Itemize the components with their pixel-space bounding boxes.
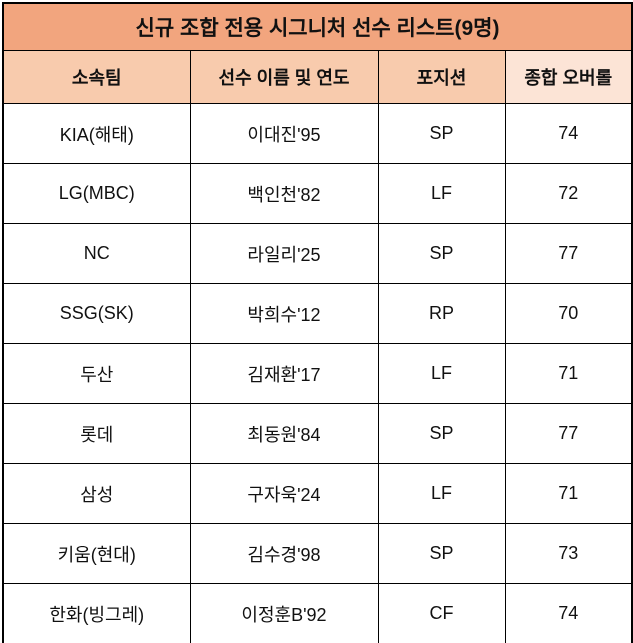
column-header-team: 소속팀 bbox=[2, 50, 191, 104]
cell-team: SSG(SK) bbox=[2, 283, 191, 344]
cell-team: KIA(해태) bbox=[2, 103, 191, 164]
table-row: 키움(현대) 김수경'98 SP 73 bbox=[2, 523, 633, 584]
cell-player: 이대진'95 bbox=[189, 103, 379, 164]
table-row: 한화(빙그레) 이정훈B'92 CF 74 bbox=[2, 583, 633, 643]
cell-position: SP bbox=[377, 523, 506, 584]
cell-player: 김재환'17 bbox=[189, 343, 379, 404]
cell-overall: 71 bbox=[504, 343, 633, 404]
cell-team: 한화(빙그레) bbox=[2, 583, 191, 643]
cell-position: LF bbox=[377, 163, 506, 224]
column-header-overall: 종합 오버롤 bbox=[504, 50, 633, 104]
cell-overall: 70 bbox=[504, 283, 633, 344]
cell-team: 롯데 bbox=[2, 403, 191, 464]
table-header-row: 소속팀 선수 이름 및 연도 포지션 종합 오버롤 bbox=[2, 50, 633, 104]
cell-overall: 74 bbox=[504, 103, 633, 164]
cell-overall: 72 bbox=[504, 163, 633, 224]
column-header-position: 포지션 bbox=[377, 50, 506, 104]
table-row: KIA(해태) 이대진'95 SP 74 bbox=[2, 103, 633, 164]
cell-team: LG(MBC) bbox=[2, 163, 191, 224]
cell-overall: 74 bbox=[504, 583, 633, 643]
cell-player: 이정훈B'92 bbox=[189, 583, 379, 643]
table-row: 삼성 구자욱'24 LF 71 bbox=[2, 463, 633, 524]
cell-player: 최동원'84 bbox=[189, 403, 379, 464]
cell-position: LF bbox=[377, 343, 506, 404]
column-header-player-name-year: 선수 이름 및 연도 bbox=[189, 50, 379, 104]
cell-player: 라일리'25 bbox=[189, 223, 379, 284]
table-row: SSG(SK) 박희수'12 RP 70 bbox=[2, 283, 633, 344]
cell-team: NC bbox=[2, 223, 191, 284]
cell-team: 삼성 bbox=[2, 463, 191, 524]
cell-overall: 71 bbox=[504, 463, 633, 524]
cell-position: SP bbox=[377, 103, 506, 164]
cell-player: 김수경'98 bbox=[189, 523, 379, 584]
cell-overall: 73 bbox=[504, 523, 633, 584]
cell-position: RP bbox=[377, 283, 506, 344]
cell-position: LF bbox=[377, 463, 506, 524]
cell-player: 박희수'12 bbox=[189, 283, 379, 344]
table-row: 롯데 최동원'84 SP 77 bbox=[2, 403, 633, 464]
cell-team: 키움(현대) bbox=[2, 523, 191, 584]
cell-overall: 77 bbox=[504, 223, 633, 284]
cell-position: SP bbox=[377, 223, 506, 284]
cell-position: SP bbox=[377, 403, 506, 464]
table-title: 신규 조합 전용 시그니처 선수 리스트(9명) bbox=[2, 2, 633, 51]
table-title-row: 신규 조합 전용 시그니처 선수 리스트(9명) bbox=[2, 2, 633, 51]
cell-team: 두산 bbox=[2, 343, 191, 404]
table-row: NC 라일리'25 SP 77 bbox=[2, 223, 633, 284]
table-row: 두산 김재환'17 LF 71 bbox=[2, 343, 633, 404]
table-row: LG(MBC) 백인천'82 LF 72 bbox=[2, 163, 633, 224]
cell-overall: 77 bbox=[504, 403, 633, 464]
cell-player: 백인천'82 bbox=[189, 163, 379, 224]
cell-player: 구자욱'24 bbox=[189, 463, 379, 524]
cell-position: CF bbox=[377, 583, 506, 643]
